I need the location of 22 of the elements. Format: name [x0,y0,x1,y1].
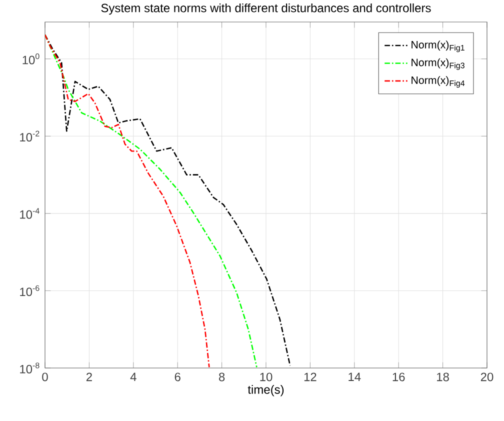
x-tick-label: 18 [437,372,449,382]
y-tick-label: 10$^{0}$ [22,53,40,64]
x-tick-label: 16 [392,372,405,382]
line-series [45,34,210,368]
chart-title: System state norms with different disturbances and controllers [101,3,431,15]
x-tick-label: 0 [42,372,48,382]
x-tick-label: 2 [86,372,92,382]
x-tick-label: 4 [130,372,136,381]
x-tick-label: 8 [218,372,225,382]
legend-label: Norm(x)$_{Fig4}$ [412,76,465,88]
x-tick-label: 10 [260,372,272,382]
legend-label: Norm(x)$_{Fig3}$ [412,58,464,70]
y-tick-label: 10$^{-2}$ [20,130,40,142]
x-tick-label: 12 [304,372,316,382]
y-tick-label: 10$^{-6}$ [20,285,40,296]
x-tick-label: 14 [348,372,361,381]
x-tick-label: 20 [480,372,494,382]
x-tick-label: 6 [174,372,180,382]
y-tick-label: 10$^{-8}$ [20,362,40,374]
legend-label: Norm(x)$_{Fig1}$ [412,40,464,52]
x-axis-title: time(s) [248,385,284,396]
y-tick-label: 10$^{-4}$ [20,208,40,219]
